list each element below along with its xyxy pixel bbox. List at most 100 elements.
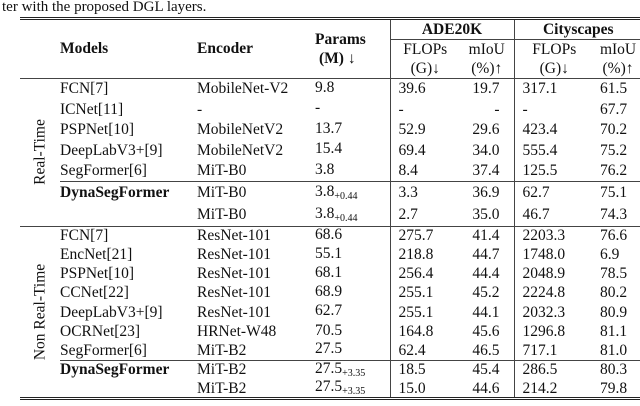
ade-miou-value: 45.6	[472, 322, 500, 340]
group-label-cell: Real-Time	[20, 78, 60, 226]
table-row: PSPNet[10] MobileNetV2 13.7 52.9 29.6 423.4 70…	[20, 119, 640, 141]
city-miou-value: 79.8	[600, 379, 628, 397]
table-row: SegFormer[6] MiT-B0 3.8 8.4 37.4 125.5 76.2	[20, 160, 640, 182]
city-miou-value: 61.5	[594, 78, 640, 99]
table-row: SegFormer[6] MiT-B2 27.5 62.4 46.5 717.1 81.0	[20, 340, 640, 361]
ade-flops-value: 218.8	[389, 245, 460, 265]
params-main: 62.7	[315, 302, 343, 320]
city-miou-value: 75.2	[600, 141, 628, 159]
ade-flops-value: 62.4	[389, 341, 460, 361]
params-value: -	[315, 99, 390, 120]
ade20k-header: ADE20K	[389, 18, 515, 40]
model-name: DeepLabV3+[9]	[60, 141, 163, 159]
ade-flops-value: 15.0	[389, 379, 460, 399]
encoder-name: MiT-B2	[197, 359, 315, 380]
params-main: 27.5	[315, 378, 343, 396]
encoder-name: ResNet-101	[197, 265, 272, 283]
params-label: Params	[315, 30, 366, 48]
params-value: 27.5+3.35	[315, 379, 390, 399]
table-row: PSPNet[10] ResNet-101 68.1 256.4 44.4 2048.9 7…	[20, 264, 640, 284]
params-main: 9.8	[315, 79, 335, 96]
params-main: 70.5	[315, 321, 343, 339]
city-miou-header: mIoU	[599, 40, 637, 58]
table-row: OCRNet[23] HRNet-W48 70.5 164.8 45.6 1296.8 81…	[20, 321, 640, 342]
ade-flops-value: 275.7	[389, 225, 460, 246]
model-name	[60, 204, 197, 227]
params-value: 62.7	[315, 303, 390, 322]
city-miou-value: 75.1	[594, 180, 640, 204]
encoder-name: MiT-B2	[197, 379, 247, 397]
caption-fragment: ter with the proposed DGL layers.	[2, 0, 207, 15]
group-label: Non Real-Time	[31, 263, 49, 361]
ade-miou-value: 35.0	[472, 205, 500, 223]
city-flops-value: -	[513, 99, 595, 120]
table-row: DynaSegFormer MiT-B2 27.5+3.35 18.5 45.4 286.…	[20, 359, 640, 380]
encoder-name: MiT-B0	[197, 180, 315, 204]
params-main: 3.8	[315, 182, 335, 200]
model-name: DeepLabV3+[9]	[60, 303, 163, 321]
encoder-name: ResNet-101	[197, 225, 315, 246]
params-main: 68.6	[315, 225, 343, 243]
params-value: 68.1	[315, 264, 390, 283]
ade-flops-value: 8.4	[389, 160, 460, 181]
model-name: SegFormer[6]	[60, 341, 147, 359]
model-name: OCRNet[23]	[60, 322, 141, 340]
city-flops-value: 717.1	[513, 341, 595, 361]
city-miou-unit: (%)↑	[602, 59, 634, 77]
ade-flops-unit: (G)↓	[389, 58, 460, 79]
city-miou-value: 76.2	[600, 161, 628, 179]
city-flops-value: 2203.3	[513, 225, 595, 246]
city-flops-value: 46.7	[513, 203, 595, 226]
encoder-name: ResNet-101	[197, 246, 272, 264]
city-flops-value: 2048.9	[513, 264, 595, 284]
ade-flops-value: 69.4	[389, 140, 460, 161]
encoder-name: ResNet-101	[197, 303, 272, 321]
model-name: PSPNet[10]	[60, 265, 135, 283]
model-name: SegFormer[6]	[60, 161, 147, 179]
params-extra: +3.35	[342, 368, 366, 380]
params-value: 3.8	[315, 161, 390, 182]
table-row: MiT-B2 27.5+3.35 15.0 44.6 214.2 79.8	[20, 379, 640, 399]
table-row: DeepLabV3+[9] ResNet-101 62.7 255.1 44.1 2032…	[20, 302, 640, 322]
encoder-name: HRNet-W48	[197, 322, 277, 340]
ade-miou-header: mIoU	[468, 40, 505, 58]
params-main: 15.4	[315, 140, 343, 158]
model-name	[60, 379, 197, 399]
ade-flops-value: 255.1	[389, 283, 460, 303]
params-main: 27.5	[315, 360, 343, 378]
params-value: 13.7	[315, 120, 390, 141]
params-value: 27.5+3.35	[315, 359, 390, 380]
ade-miou-value: 44.1	[472, 303, 500, 321]
model-name: FCN[7]	[60, 78, 197, 99]
table-row: CCNet[22] ResNet-101 68.9 255.1 45.2 2224.8 80…	[20, 283, 640, 303]
city-miou-value: 6.9	[600, 246, 620, 264]
params-main: -	[315, 99, 321, 117]
ade-flops-header: FLOPs	[389, 39, 460, 59]
cityscapes-header: Cityscapes	[513, 18, 640, 40]
model-name: DynaSegFormer	[60, 180, 197, 204]
model-name: PSPNet[10]	[60, 121, 135, 138]
city-flops-value: 1296.8	[513, 321, 595, 342]
models-header: Models	[60, 40, 109, 58]
ade-miou-value: 45.2	[472, 284, 500, 302]
ade-miou-unit: (%)↑	[471, 59, 503, 77]
params-main: 13.7	[315, 119, 343, 137]
city-miou-value: 67.7	[600, 100, 628, 118]
ade-miou-value: 46.5	[472, 341, 500, 359]
params-value: 68.9	[315, 284, 390, 303]
city-miou-value: 80.2	[600, 284, 628, 302]
params-main: 55.1	[315, 244, 343, 262]
encoder-name: MobileNetV2	[197, 121, 284, 138]
city-flops-value: 125.5	[513, 160, 595, 181]
city-flops-header: FLOPs	[513, 39, 595, 59]
params-main: 27.5	[315, 340, 343, 358]
ade-flops-value: 2.7	[389, 203, 460, 226]
model-name: FCN[7]	[60, 225, 197, 246]
encoder-header: Encoder	[197, 40, 253, 58]
ade-flops-value: 52.9	[389, 119, 460, 140]
ade-miou-value: 29.6	[472, 121, 500, 138]
table-row: EncNet[21] ResNet-101 55.1 218.8 44.7 1748.0 6…	[20, 244, 640, 265]
city-miou-value: 70.2	[600, 121, 628, 138]
params-value: 70.5	[315, 322, 390, 341]
city-flops-value: 214.2	[513, 379, 595, 399]
